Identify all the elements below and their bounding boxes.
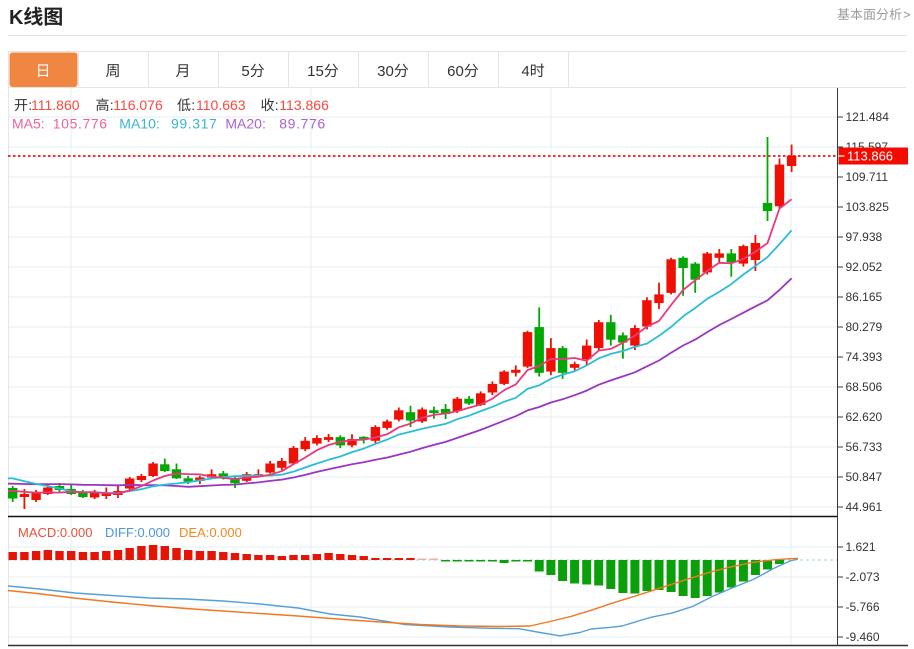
svg-text:56.733: 56.733 (846, 440, 883, 454)
svg-text::: : (28, 97, 32, 113)
svg-text:89.776: 89.776 (279, 116, 325, 132)
svg-text:>: > (903, 7, 911, 22)
svg-text:62.620: 62.620 (846, 410, 883, 424)
svg-text:111.860: 111.860 (31, 97, 80, 113)
svg-text:74.393: 74.393 (846, 350, 883, 364)
svg-text:113.866: 113.866 (847, 149, 893, 164)
svg-text::: : (110, 97, 114, 113)
svg-text::: : (275, 97, 279, 113)
svg-text:-2.073: -2.073 (846, 570, 880, 584)
svg-text:60: 60 (447, 63, 464, 80)
svg-text:4: 4 (521, 63, 529, 80)
svg-text:105.776: 105.776 (53, 116, 108, 132)
svg-text:-5.766: -5.766 (846, 600, 880, 614)
svg-text:MACD:0.000: MACD:0.000 (18, 525, 92, 540)
svg-text:DEA:0.000: DEA:0.000 (179, 525, 242, 540)
svg-text:50.847: 50.847 (846, 470, 883, 484)
svg-text:K: K (9, 7, 24, 29)
svg-text:97.938: 97.938 (846, 230, 883, 244)
svg-text:DIFF:0.000: DIFF:0.000 (105, 525, 170, 540)
svg-text:121.484: 121.484 (846, 110, 890, 124)
svg-text:MA10:: MA10: (119, 116, 159, 132)
svg-text:116.076: 116.076 (113, 97, 163, 113)
svg-text:103.825: 103.825 (846, 200, 890, 214)
svg-text:1.621: 1.621 (846, 540, 876, 554)
svg-text:92.052: 92.052 (846, 260, 883, 274)
svg-text:15: 15 (307, 63, 324, 80)
svg-text::: : (191, 97, 195, 113)
svg-text:44.961: 44.961 (846, 500, 883, 514)
svg-text:80.279: 80.279 (846, 320, 883, 334)
svg-text:113.866: 113.866 (279, 97, 329, 113)
svg-text:109.711: 109.711 (846, 170, 889, 184)
svg-text:-9.460: -9.460 (846, 630, 880, 644)
svg-text:MA5:: MA5: (12, 116, 45, 132)
svg-text:5: 5 (241, 63, 249, 80)
svg-text:99.317: 99.317 (171, 116, 217, 132)
svg-text:86.165: 86.165 (846, 290, 883, 304)
svg-text:110.663: 110.663 (196, 97, 246, 113)
svg-text:MA20:: MA20: (225, 116, 265, 132)
svg-text:68.506: 68.506 (846, 380, 883, 394)
svg-text:30: 30 (377, 63, 394, 80)
